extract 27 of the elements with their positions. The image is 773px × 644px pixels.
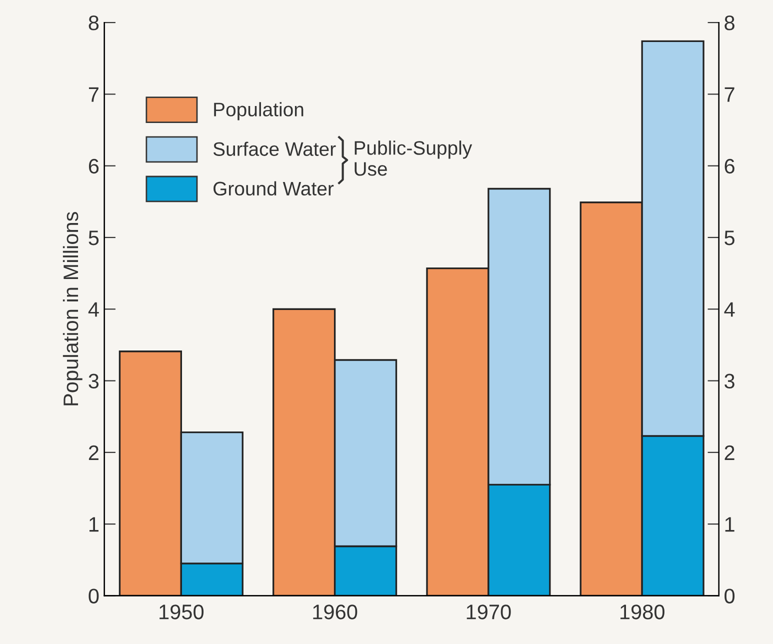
y2-tick-label: 0 (724, 588, 735, 604)
y-tick-label: 0 (88, 588, 99, 604)
annotation: Public-Supply Use (354, 140, 472, 176)
y2-tick-label: 8 (724, 16, 734, 30)
x-tick-label: 1970 (466, 604, 511, 620)
x-tick-label: 1980 (620, 604, 664, 620)
y2-tick-label: 4 (724, 302, 735, 317)
y-tick-label: 1 (89, 517, 98, 532)
y-tick-label: 6 (88, 158, 99, 174)
y-tick-label: 8 (88, 16, 99, 30)
y2-tick-label: 5 (724, 230, 734, 246)
legend-label: Population (214, 102, 304, 120)
y-axis-title: Population in Millions (62, 212, 82, 406)
y2-tick-label: 3 (724, 374, 734, 389)
x-tick-label: 1960 (313, 604, 358, 620)
y-tick-label: 2 (88, 445, 98, 460)
legend-label: Surface Water (213, 142, 336, 156)
y2-tick-label: 6 (724, 158, 734, 174)
x-tick-label: 1950 (160, 604, 204, 620)
y2-tick-label: 1 (725, 517, 734, 532)
y2-tick-label: 7 (724, 87, 734, 102)
y-tick-label: 4 (88, 302, 99, 317)
legend-label: Ground Water (214, 181, 334, 196)
y-tick-label: 5 (88, 230, 99, 246)
y-tick-label: 7 (88, 87, 98, 102)
y-tick-label: 3 (88, 374, 99, 389)
y2-tick-label: 2 (724, 445, 734, 460)
